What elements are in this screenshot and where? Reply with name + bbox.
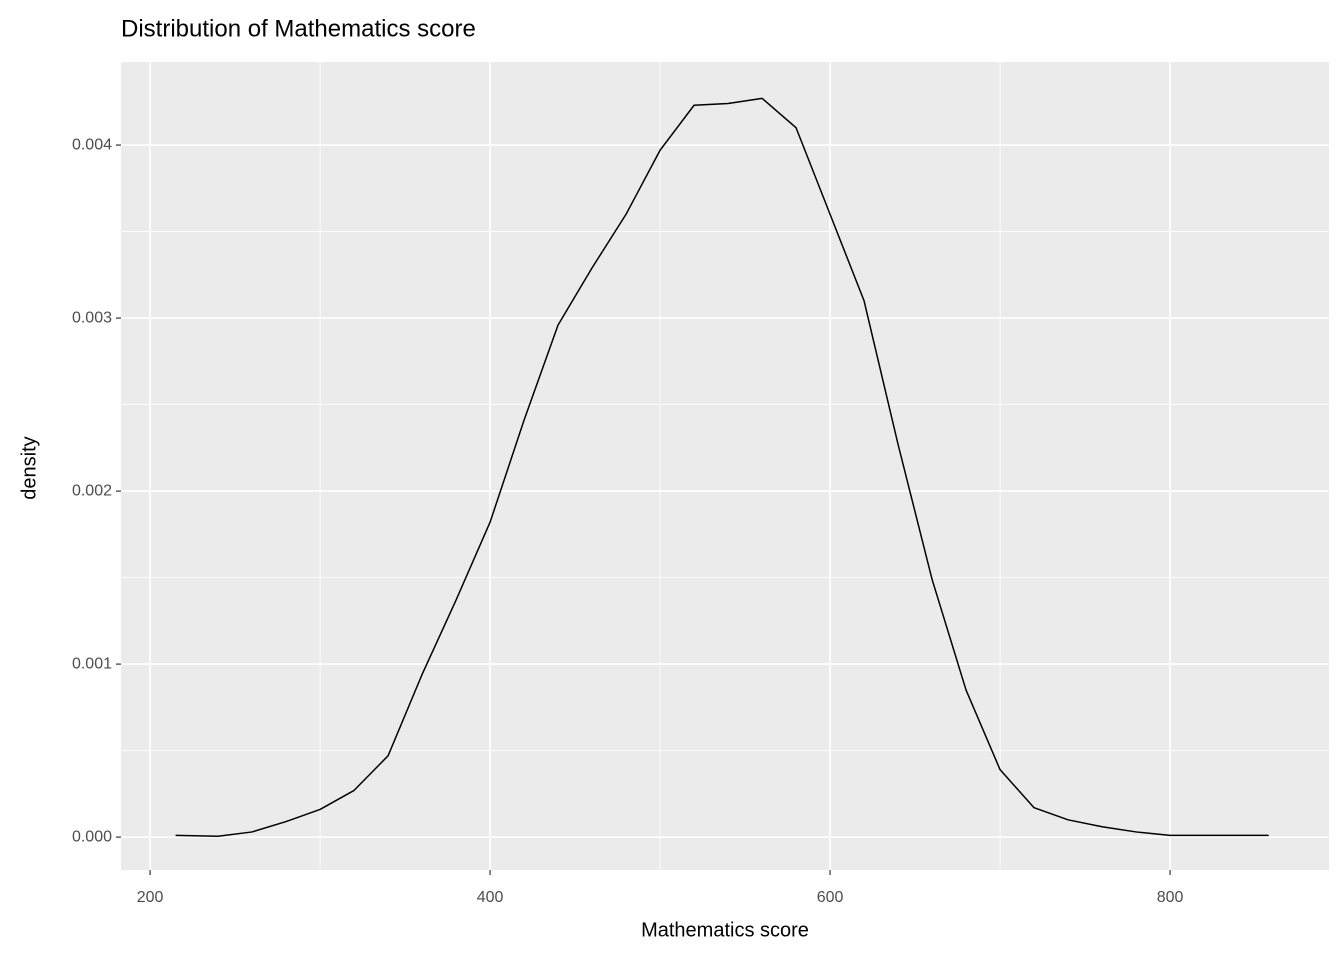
y-tick-label: 0.000 bbox=[72, 828, 112, 845]
y-axis-title: density bbox=[18, 436, 40, 499]
y-tick-label: 0.003 bbox=[72, 309, 112, 326]
x-tick-label: 400 bbox=[477, 889, 504, 906]
chart-title: Distribution of Mathematics score bbox=[121, 15, 476, 42]
y-tick-label: 0.004 bbox=[72, 136, 112, 153]
plot-panel bbox=[121, 62, 1329, 870]
x-axis-title: Mathematics score bbox=[641, 919, 809, 941]
density-line bbox=[175, 97, 1269, 838]
x-tick-label: 200 bbox=[137, 889, 164, 906]
x-tick-label: 600 bbox=[817, 889, 844, 906]
y-tick-label: 0.002 bbox=[72, 482, 112, 499]
y-tick-label: 0.001 bbox=[72, 655, 112, 672]
x-tick-label: 800 bbox=[1157, 889, 1184, 906]
